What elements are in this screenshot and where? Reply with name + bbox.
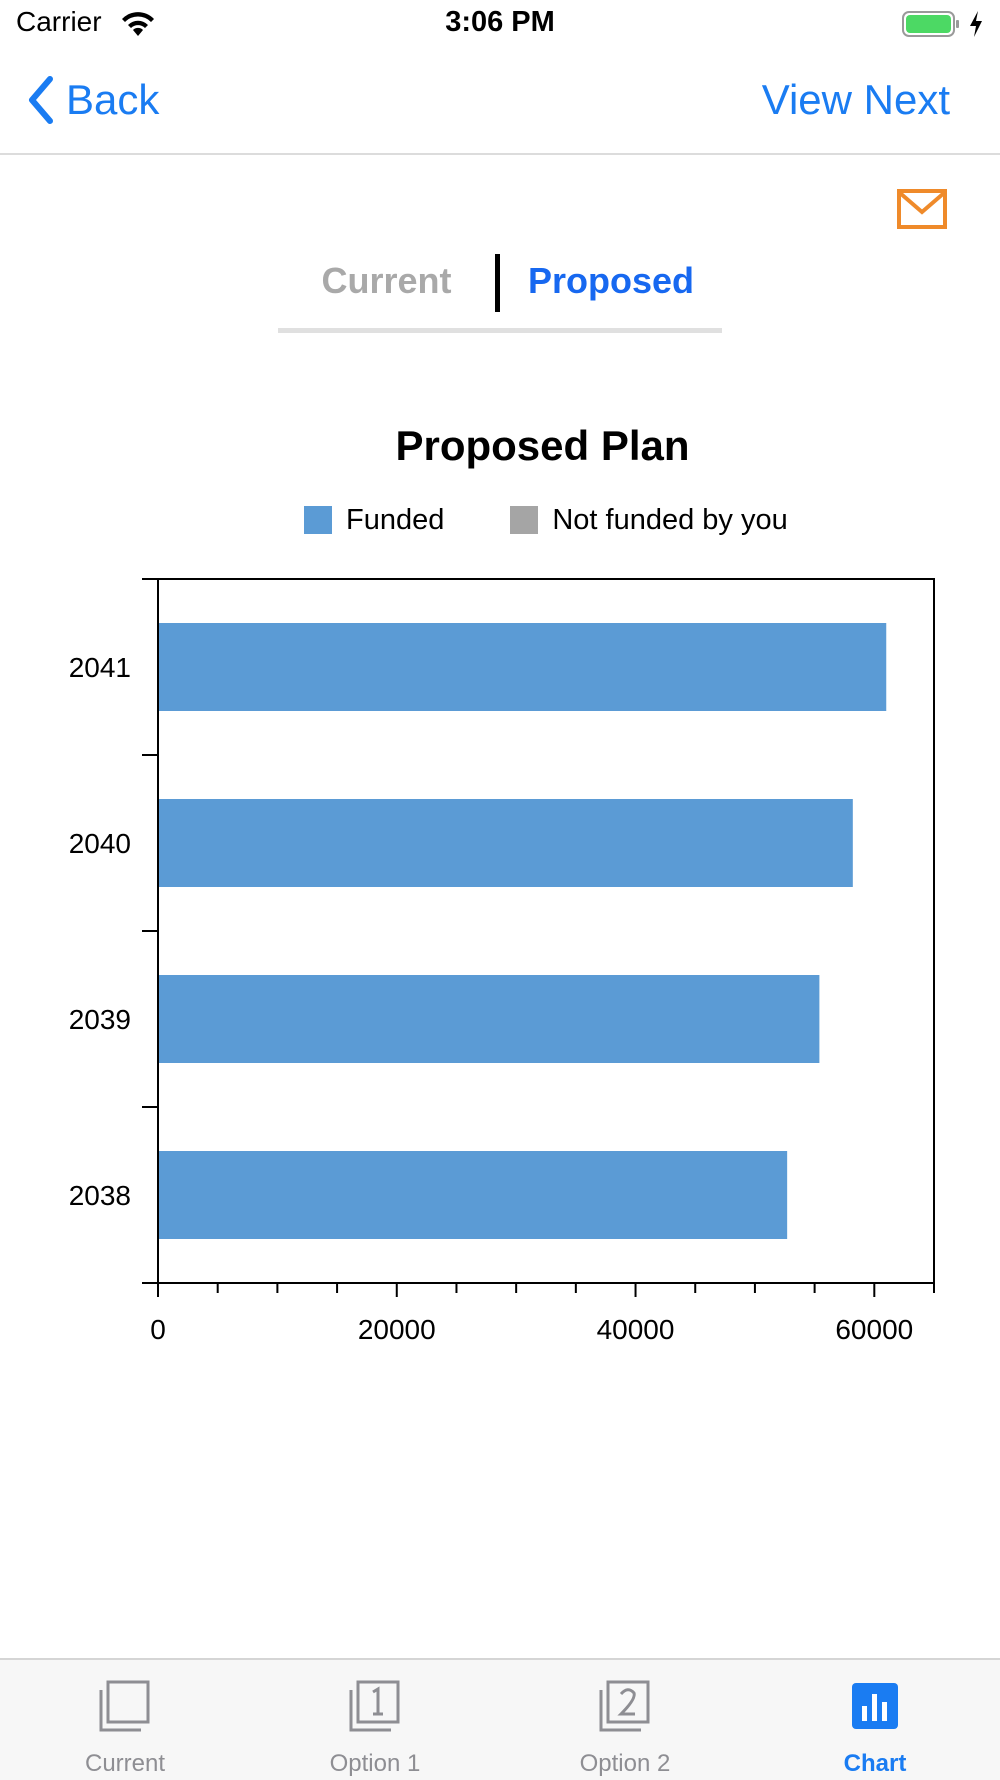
x-tick-label: 60000 (835, 1314, 913, 1345)
chart-title: Proposed Plan (395, 422, 690, 469)
battery-icon (902, 11, 959, 37)
tab-label-current: Current (84, 1750, 166, 1777)
tab-current[interactable]: Current (0, 1660, 250, 1780)
legend-swatch-not-funded (510, 506, 539, 534)
option2-icon (599, 1680, 650, 1732)
x-tick-label: 40000 (597, 1314, 675, 1345)
option1-icon (349, 1680, 400, 1732)
tab-chart[interactable]: Chart (750, 1660, 1000, 1780)
segment-proposed[interactable]: Proposed (527, 260, 695, 301)
tab-label-chart: Chart (843, 1750, 907, 1777)
view-next-button[interactable]: View Next (761, 76, 950, 123)
y-tick-label: 2039 (69, 1004, 131, 1035)
y-tick-label: 2041 (69, 652, 131, 683)
legend-item-not-funded: Not funded by you (510, 503, 788, 537)
y-tick-label: 2040 (69, 828, 131, 859)
chart-legend: Funded Not funded by you (304, 500, 788, 540)
charging-icon (970, 11, 982, 37)
plan-segmented-control: Current Proposed (278, 250, 722, 334)
legend-label-not-funded: Not funded by you (552, 503, 788, 536)
nav-divider (0, 153, 1000, 155)
segment-underline (278, 328, 722, 333)
segment-separator (495, 254, 500, 312)
carrier-label: Carrier (16, 6, 102, 37)
legend-swatch-funded (304, 506, 332, 534)
status-time: 3:06 PM (445, 6, 555, 38)
legend-item-funded: Funded (304, 504, 444, 537)
y-tick-label: 2038 (69, 1180, 131, 1211)
back-label: Back (66, 76, 160, 123)
x-tick-label: 0 (150, 1314, 166, 1345)
bar-funded-2038 (159, 1151, 788, 1239)
back-button[interactable]: Back (26, 70, 159, 130)
tab-option-1[interactable]: Option 1 (250, 1660, 500, 1780)
chevron-left-icon (29, 76, 53, 124)
legend-label-funded: Funded (346, 503, 445, 536)
chart-icon (852, 1683, 898, 1729)
bar-chart: 2041 2040 2039 2038 0 20000 40000 60000 (69, 578, 935, 1345)
bar-funded-2041 (159, 623, 887, 711)
tab-option-2[interactable]: Option 2 (500, 1660, 750, 1780)
tab-bar: Current Option 1 Option 2 Chart (0, 1658, 1000, 1780)
x-tick-label: 20000 (358, 1314, 436, 1345)
tab-label-option-1: Option 1 (329, 1750, 421, 1777)
wifi-icon (122, 12, 154, 36)
bar-funded-2039 (159, 975, 820, 1063)
current-icon (99, 1680, 150, 1732)
tab-label-option-2: Option 2 (579, 1750, 671, 1777)
mail-icon[interactable] (896, 188, 948, 230)
segment-current[interactable]: Current (321, 260, 452, 301)
bar-funded-2040 (159, 799, 853, 887)
